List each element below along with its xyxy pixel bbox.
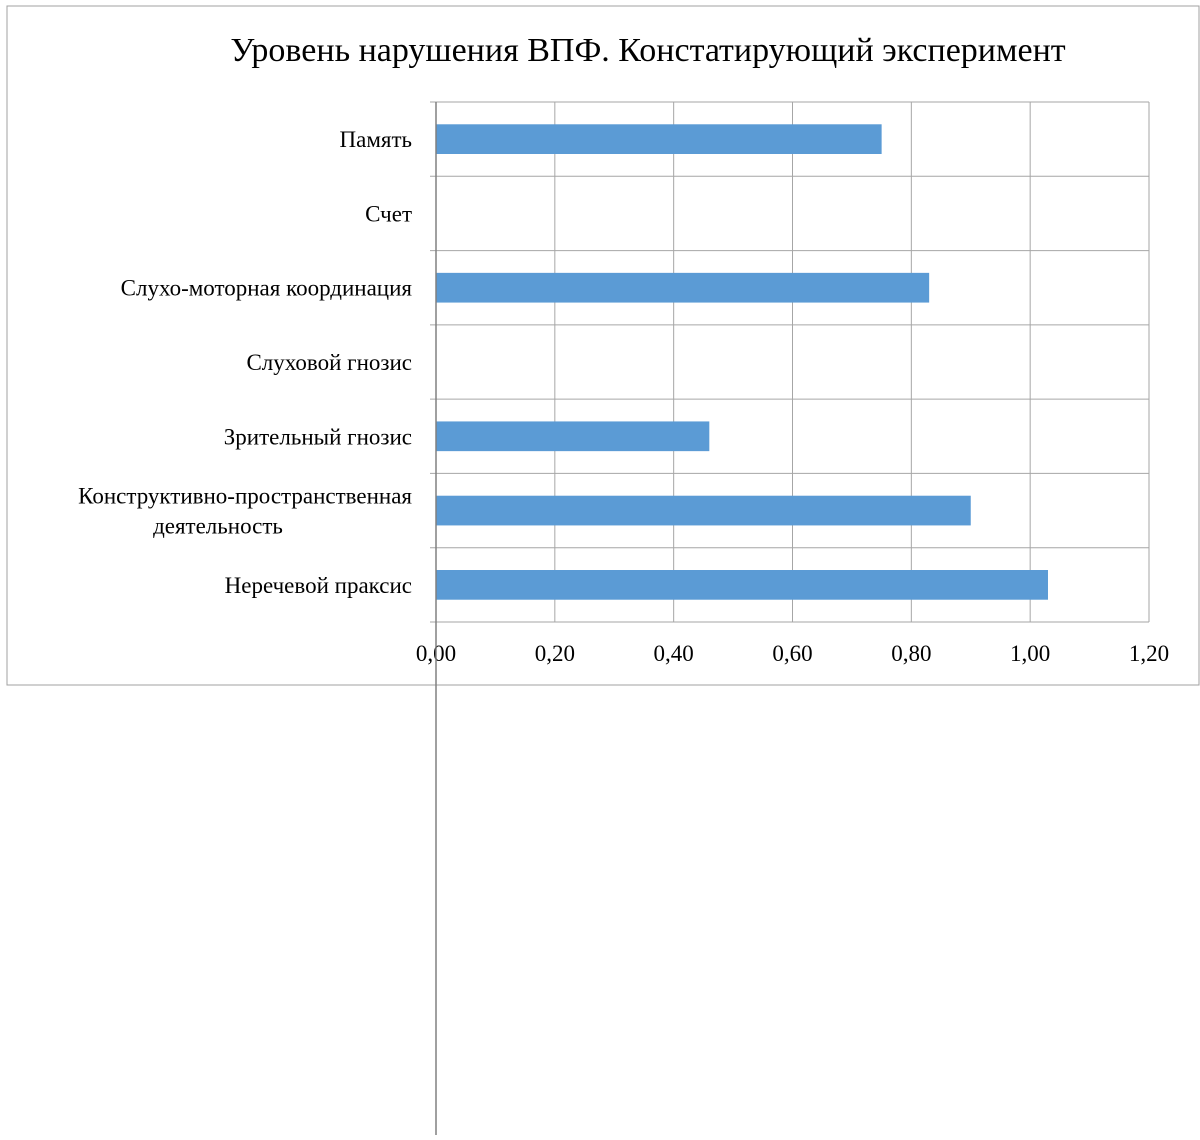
x-tick-label: 0,40	[654, 641, 694, 666]
chart-title: Уровень нарушения ВПФ. Констатирующий эк…	[230, 32, 1065, 69]
bar	[436, 124, 882, 154]
bar	[436, 495, 971, 526]
x-tick-label: 0,80	[891, 641, 931, 666]
x-tick-label: 1,00	[1010, 641, 1050, 666]
category-label: Зрительный гнозис	[224, 424, 412, 449]
x-tick-labels: 0,00 0,20 0,40 0,60 0,80 1,00 1,20	[416, 641, 1169, 666]
category-labels: Память Счет Слухо-моторная координация Слух…	[78, 127, 412, 598]
x-tick-label: 0,20	[535, 641, 575, 666]
bar	[436, 421, 710, 452]
bar	[436, 272, 930, 303]
x-tick-label: 1,20	[1129, 641, 1169, 666]
category-label-line2: деятельность	[153, 514, 283, 539]
bars	[436, 124, 1048, 600]
category-label: Неречевой праксис	[225, 573, 412, 598]
category-label: Счет	[365, 201, 412, 226]
category-label: Память	[340, 127, 413, 152]
category-label: Конструктивно-пространственная	[78, 484, 412, 509]
grid-lines	[430, 101, 1150, 623]
bar	[436, 570, 1048, 600]
category-label: Слухо-моторная координация	[121, 276, 413, 301]
x-tick-label: 0,60	[772, 641, 812, 666]
category-label: Слуховой гнозис	[246, 350, 412, 375]
